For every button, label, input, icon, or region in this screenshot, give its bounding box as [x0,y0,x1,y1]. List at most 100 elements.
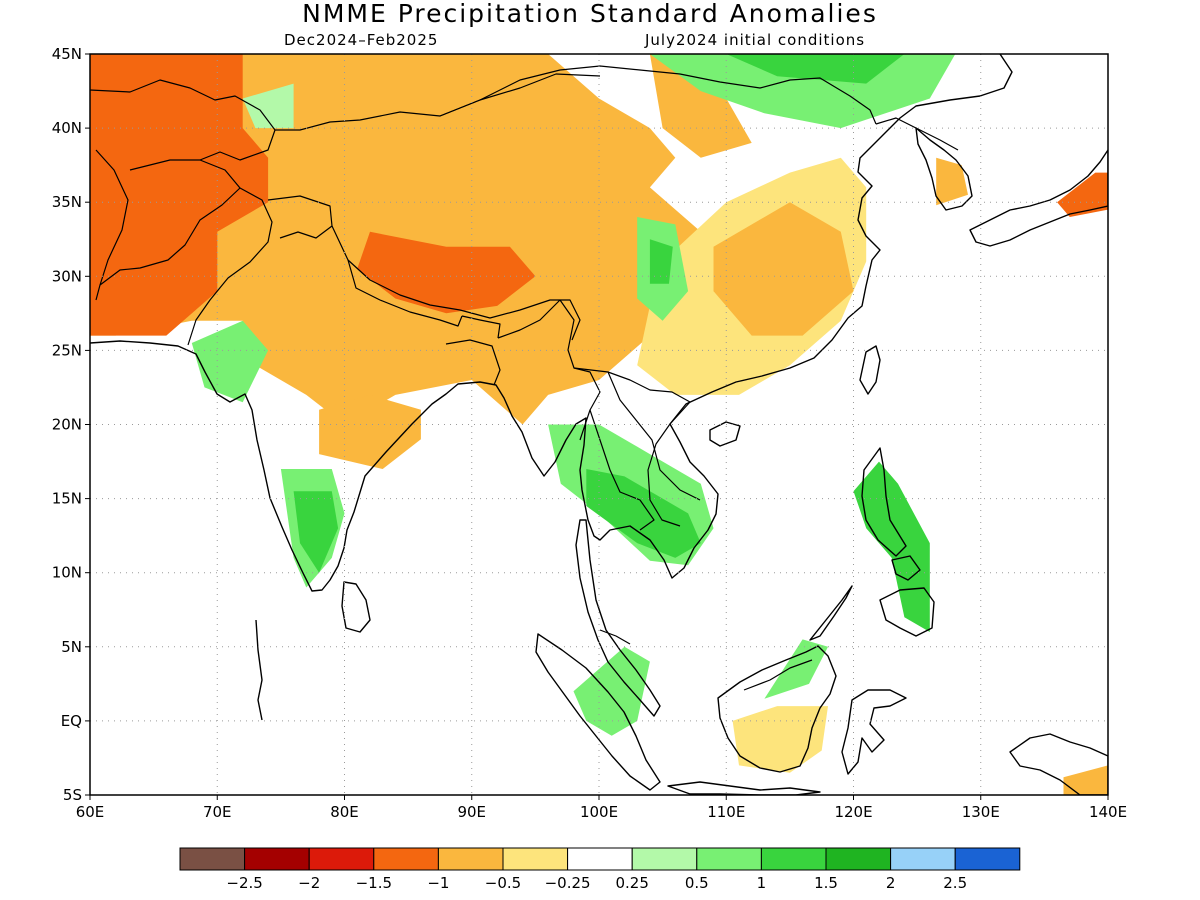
coastline-hainan [709,421,741,447]
coastline-new-guinea [1009,733,1108,795]
border-afghanistan [95,159,241,301]
anomaly-region-18 [293,491,339,573]
anomaly-region-6 [713,202,854,336]
lat-tick-label: 45N [52,45,82,63]
border-central-asia [90,79,276,161]
lon-tick-label: 60E [76,803,105,821]
lon-tick-label: 90E [457,803,486,821]
country-borders [90,65,959,691]
coastline-sumatra [535,633,661,791]
legend-swatch [567,847,633,871]
coastline-borneo [717,645,837,773]
legend-label: 2 [886,874,896,892]
lon-tick-label: 70E [203,803,232,821]
lon-tick-label: 100E [580,803,618,821]
border-iran [95,149,129,286]
legend-swatch [631,847,698,871]
border-nepal [347,259,463,327]
border-borneo [743,659,813,691]
legend-swatch [954,847,1021,871]
coastline-sri-lanka [341,581,371,633]
lat-tick-label: 40N [52,119,82,137]
coastline-korea [915,127,973,211]
coastline-visayas [891,555,921,581]
anomaly-region-12 [726,54,905,84]
border-malaysia [599,629,631,645]
coastline-japan [969,149,1108,247]
legend-label: −1.5 [356,874,392,892]
lat-tick-label: 35N [52,193,82,211]
lat-tick-label: 5S [63,786,82,804]
anomaly-region-21 [764,639,828,699]
legend-label: 0.25 [615,874,648,892]
anomaly-field [90,54,1108,795]
border-mongolia [439,65,877,125]
lat-tick-label: 10N [52,564,82,582]
legend-label: 1 [757,874,767,892]
lon-tick-label: 140E [1089,803,1127,821]
anomaly-region-20 [573,646,650,736]
anomaly-region-1 [649,54,752,158]
lon-tick-label: 110E [707,803,745,821]
legend-swatch [373,847,439,871]
coastline-sulawesi [841,689,907,775]
axis-ticks: 60E 70E 80E 90E 100E 110E 120E 130E 140E 5S EQ 5N 10… [52,45,1127,821]
legend-swatch [308,847,375,871]
border-bhutan [461,315,501,339]
border-indochina [573,367,691,527]
border-laos [607,371,701,501]
lon-tick-label: 80E [330,803,359,821]
lon-tick-label: 130E [962,803,1000,821]
legend-swatch [890,847,956,871]
coastline-mainland [90,54,1013,592]
coastline-luzon [861,447,907,557]
lat-tick-label: 20N [52,416,82,434]
valid-period: Dec2024–Feb2025 [284,31,438,49]
border-korea-north [915,127,959,151]
anomaly-region-14 [649,239,673,284]
lat-tick-label: EQ [61,712,82,730]
lat-tick-label: 30N [52,267,82,285]
legend-swatch [502,847,569,871]
legend-label: −2 [298,874,320,892]
border-myanmar [497,299,601,441]
lon-tick-label: 120E [834,803,872,821]
coastline-java [667,781,821,795]
legend-swatch [760,847,827,871]
border-pakistan [187,187,273,346]
coastlines [90,54,1108,795]
anomaly-region-9 [1057,172,1108,217]
legend-label: −1 [427,874,449,892]
anomaly-region-2 [90,54,269,336]
map-title: NMME Precipitation Standard Anomalies [302,0,878,28]
legend-label: 1.5 [814,874,838,892]
border-china-west [275,73,601,131]
color-legend: −2.5 −2 −1.5 −1 −0.5 −0.25 0.25 0.5 1 1.5 2 2.5 [179,847,1021,892]
legend-label: −0.5 [485,874,521,892]
border-china-korea [875,117,917,129]
legend-label: 2.5 [943,874,967,892]
legend-label: 0.5 [685,874,709,892]
legend-swatch [437,847,504,871]
initial-conditions: July2024 initial conditions [644,31,865,49]
legend-swatch [696,847,762,871]
anomaly-region-3 [357,231,536,314]
legend-label: −0.25 [545,874,591,892]
coastline-maldives [255,619,263,721]
legend-swatch [179,847,246,871]
coastline-mindanao [879,587,935,637]
anomaly-region-8 [936,157,968,206]
legend-label: −2.5 [226,874,262,892]
coastline-taiwan [859,345,881,395]
lat-tick-label: 15N [52,490,82,508]
coastline-malay-peninsula [575,519,661,717]
anomaly-region-10 [1063,765,1108,795]
border-thailand [589,409,655,531]
legend-swatch [244,847,310,871]
border-bangladesh [445,339,501,386]
lat-tick-label: 25N [52,341,82,359]
legend-swatch [825,847,892,871]
anomaly-region-16 [586,469,701,558]
coastline-palawan [809,585,853,641]
